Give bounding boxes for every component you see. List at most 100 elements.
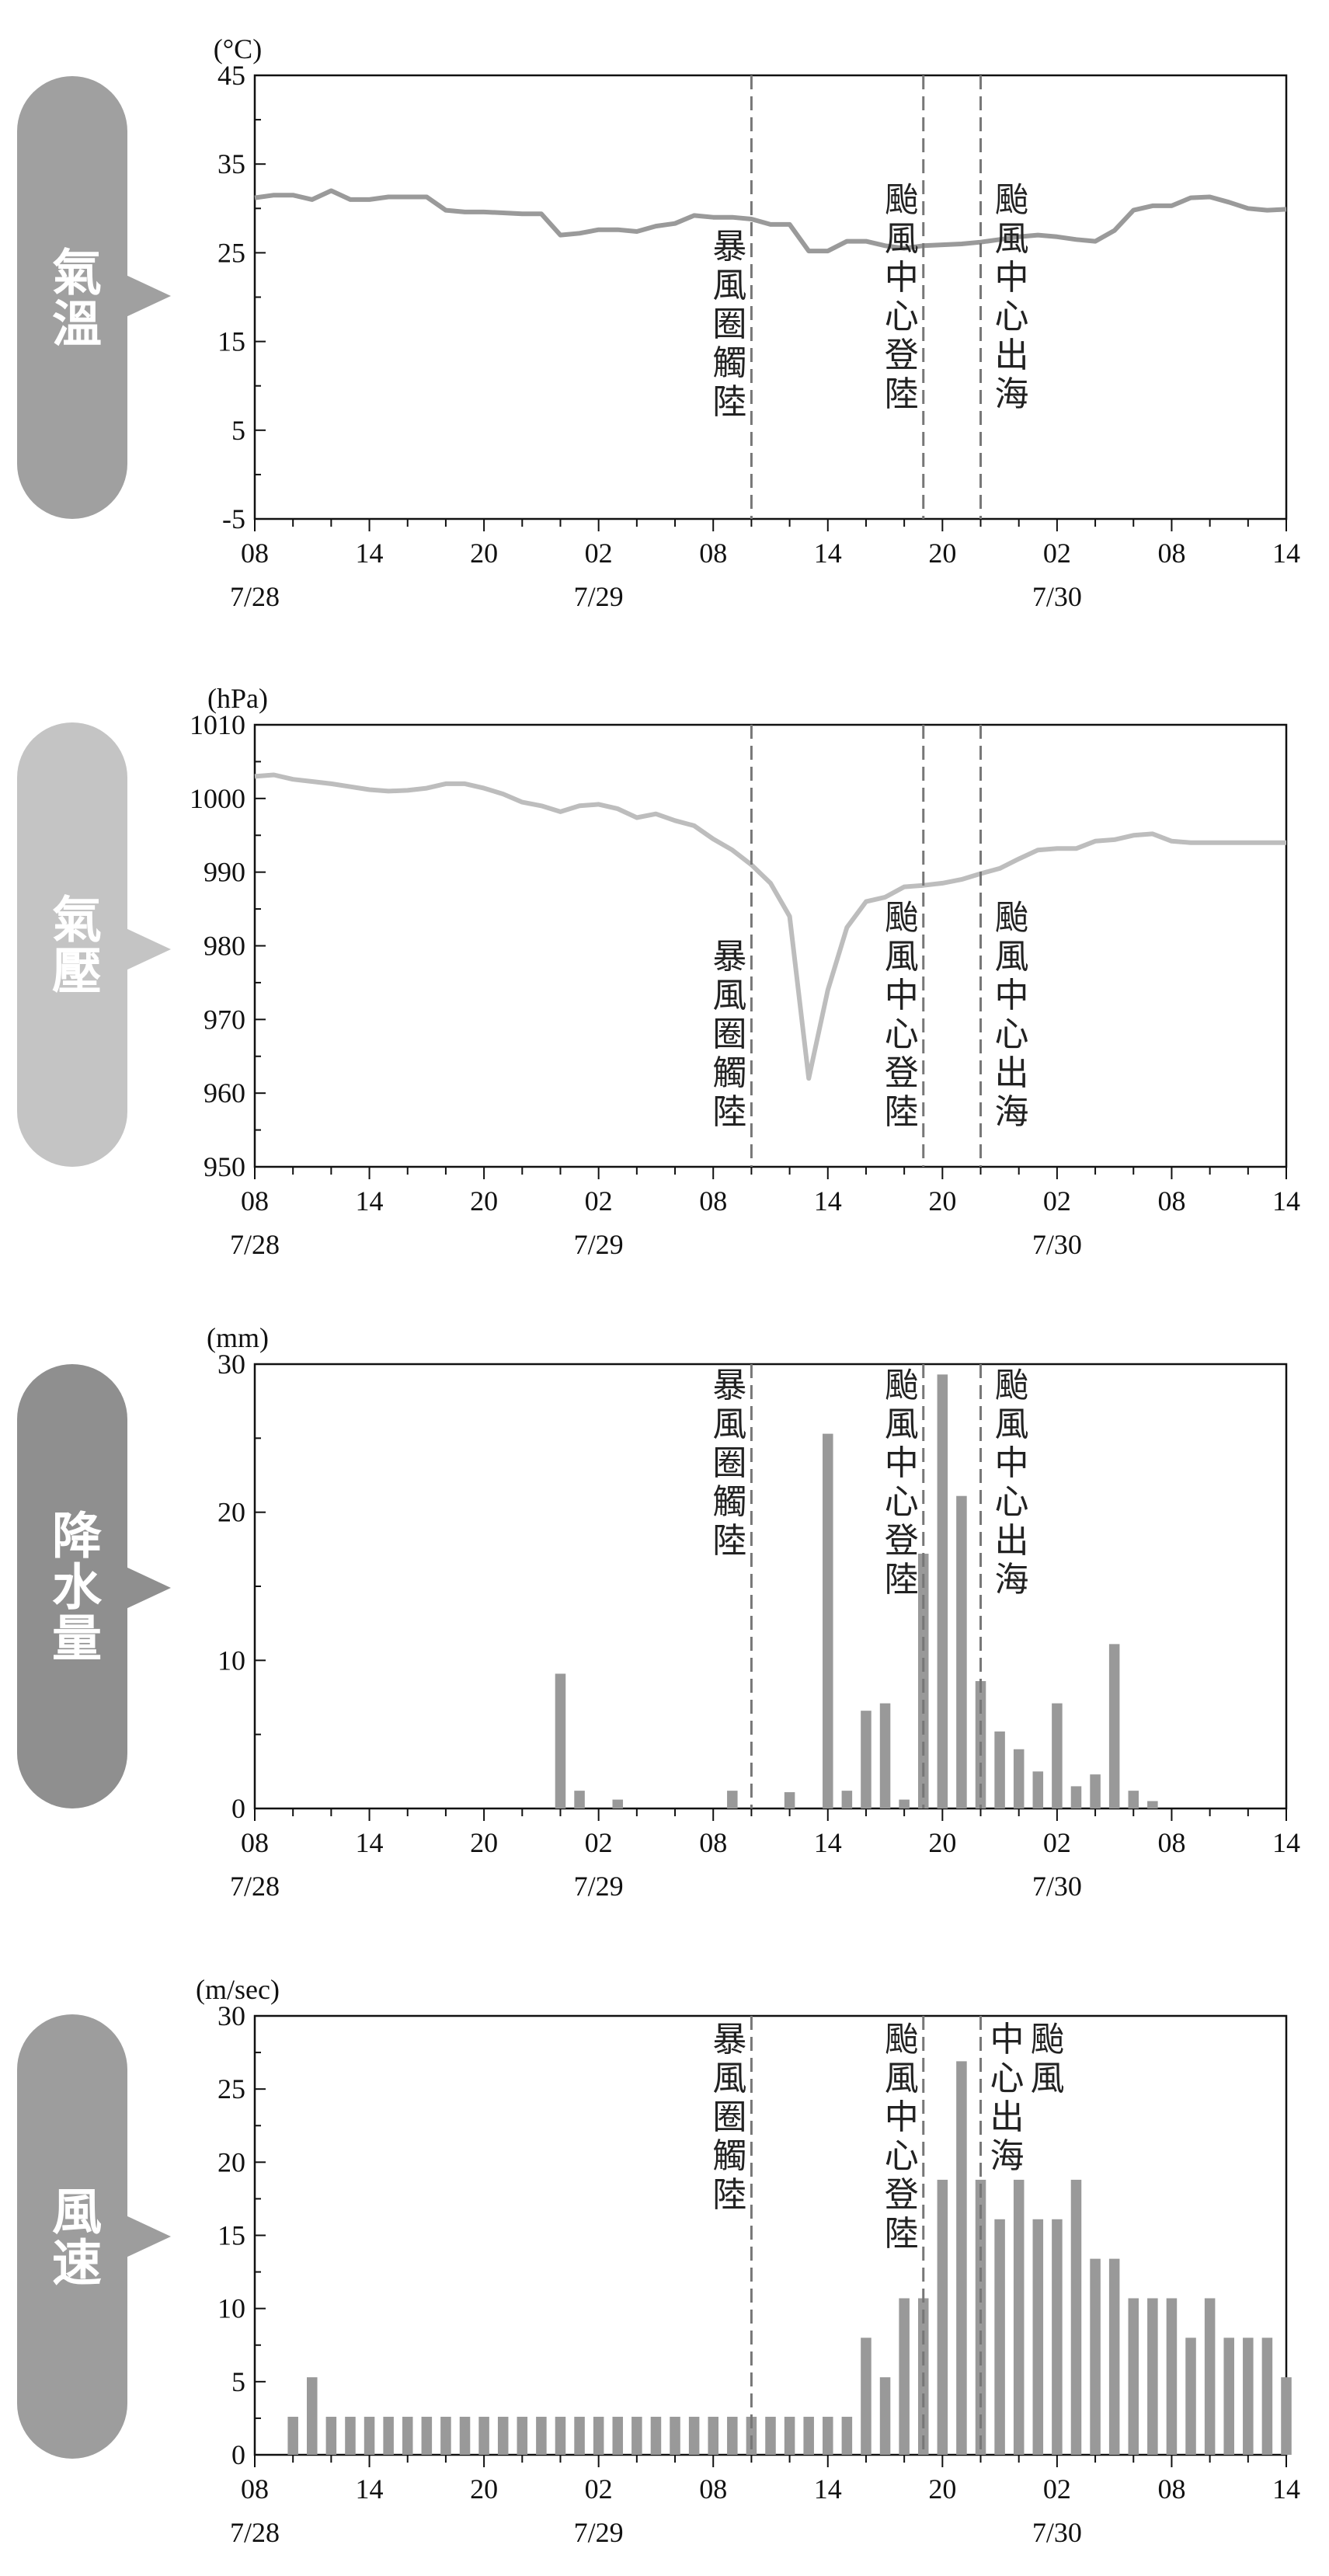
x-tick-label: 02 xyxy=(1043,1827,1071,1858)
data-bar xyxy=(956,2061,967,2455)
annotation-center-exit-char: 颱 xyxy=(995,180,1029,220)
data-bar xyxy=(1013,1749,1025,1808)
rainfall-badge: 降水量 xyxy=(17,1364,127,1808)
annotation-center-landfall-char: 登 xyxy=(885,336,919,375)
data-bar xyxy=(383,2417,394,2455)
x-tick-label: 20 xyxy=(928,1827,956,1858)
x-tick-label: 20 xyxy=(470,1827,498,1858)
y-tick-label: 1000 xyxy=(190,783,245,814)
x-tick-label: 08 xyxy=(699,538,727,569)
data-bar xyxy=(994,2219,1005,2455)
temperature-chart: (°C)45 35 25 15 5 -5 08 14 20 02 08 14 20 02 08 14 7/28 7… xyxy=(214,33,1300,612)
annotation-center-exit-col2-char: 海 xyxy=(990,2136,1025,2176)
x-tick-label: 14 xyxy=(356,1827,384,1858)
annotation-center-landfall-char: 風 xyxy=(885,219,919,259)
temperature-badge: 氣溫 xyxy=(17,76,127,519)
data-bar xyxy=(574,1791,585,1808)
data-bar xyxy=(784,2417,795,2455)
data-bar xyxy=(1223,2338,1234,2455)
pressure-panel: 氣壓 (hPa) 1010 1000 990 980 970 960 950 08 14 20 02 0… xyxy=(0,645,1329,1266)
x-tick-label: 08 xyxy=(699,1827,727,1858)
data-bar xyxy=(765,2417,776,2455)
data-bar xyxy=(823,1433,833,1808)
data-bar xyxy=(937,2179,948,2455)
annotation-center-landfall-char: 登 xyxy=(885,1053,919,1093)
annotation-center-exit-char: 中 xyxy=(995,976,1029,1015)
annotation-center-exit-col2-char: 心 xyxy=(990,2059,1025,2098)
data-bar xyxy=(307,2377,318,2455)
data-bar xyxy=(879,2377,891,2455)
y-tick-label: 10 xyxy=(217,2293,245,2324)
y-tick-label: 15 xyxy=(217,2220,245,2251)
data-bar xyxy=(1147,1801,1158,1808)
y-tick-label: 25 xyxy=(217,2073,245,2104)
date-label: 7/30 xyxy=(1032,581,1082,612)
annotation-center-landfall-char: 颱 xyxy=(885,898,919,938)
temperature-panel: 氣溫 (°C) 45 35 25 15 5 -5 08 14 20 02 08 14 20 02 08 14 7/… xyxy=(0,0,1329,621)
annotation-center-exit-char: 風 xyxy=(995,1405,1029,1444)
data-bar xyxy=(956,1495,967,1808)
date-label: 7/30 xyxy=(1032,1871,1082,1902)
x-tick-label: 02 xyxy=(585,2473,613,2505)
x-tick-label: 08 xyxy=(241,1827,269,1858)
data-bar xyxy=(899,2298,910,2455)
data-bar xyxy=(574,2417,585,2455)
y-tick-label: 35 xyxy=(217,148,245,179)
x-tick-label: 14 xyxy=(1272,538,1300,569)
temperature-badge-arrow xyxy=(124,274,171,318)
annotation-storm-circle-landfall-char: 風 xyxy=(712,266,746,305)
y-unit-label: (°C) xyxy=(214,33,262,64)
data-bar xyxy=(1032,1771,1044,1808)
annotation-storm-circle-landfall-char: 圈 xyxy=(712,1015,746,1054)
y-tick-label: 20 xyxy=(217,2146,245,2177)
annotation-storm-circle-landfall-char: 陸 xyxy=(712,1092,746,1132)
annotation-storm-circle-landfall-char: 觸 xyxy=(712,343,746,383)
y-tick-label: 30 xyxy=(217,1349,245,1380)
data-bar xyxy=(1243,2338,1254,2455)
data-bar xyxy=(612,2417,624,2455)
data-bar xyxy=(688,2417,700,2455)
x-tick-label: 20 xyxy=(928,538,956,569)
annotation-storm-circle-landfall-char: 觸 xyxy=(712,1053,746,1093)
y-tick-label: 5 xyxy=(231,2366,245,2397)
x-tick-label: 20 xyxy=(470,1185,498,1217)
annotation-center-exit-char: 海 xyxy=(995,374,1029,414)
annotation-storm-circle-landfall-char: 圈 xyxy=(712,305,746,344)
annotation-center-landfall-char: 登 xyxy=(885,1521,919,1561)
annotation-storm-circle-landfall-char: 陸 xyxy=(712,382,746,422)
annotation-center-exit-char: 颱 xyxy=(995,898,1029,938)
data-line xyxy=(254,772,1286,1081)
data-bar xyxy=(459,2417,471,2455)
data-bar xyxy=(287,2417,298,2455)
data-bar xyxy=(841,2417,853,2455)
data-bar xyxy=(803,2417,814,2455)
annotation-center-landfall-char: 陸 xyxy=(885,1560,919,1600)
y-tick-label: -5 xyxy=(222,503,245,534)
x-tick-label: 14 xyxy=(814,2473,842,2505)
data-bar xyxy=(593,2417,604,2455)
data-bar xyxy=(879,1703,891,1808)
data-bar xyxy=(1090,2258,1101,2455)
data-bar xyxy=(402,2417,413,2455)
y-tick-label: 5 xyxy=(231,415,245,446)
annotation-storm-circle-landfall-char: 暴 xyxy=(712,937,746,976)
y-unit-label: (mm) xyxy=(207,1322,269,1353)
annotation-storm-circle-landfall-char: 風 xyxy=(712,1405,746,1444)
data-bar xyxy=(478,2417,489,2455)
pressure-badge-arrow xyxy=(124,928,171,971)
annotation-center-exit-char: 颱 xyxy=(995,1366,1029,1405)
data-bar xyxy=(536,2417,547,2455)
x-tick-label: 08 xyxy=(241,1185,269,1217)
data-line xyxy=(254,188,1287,254)
annotation-center-exit-col2-char: 中 xyxy=(990,2020,1025,2059)
x-tick-label: 02 xyxy=(1043,2473,1071,2505)
